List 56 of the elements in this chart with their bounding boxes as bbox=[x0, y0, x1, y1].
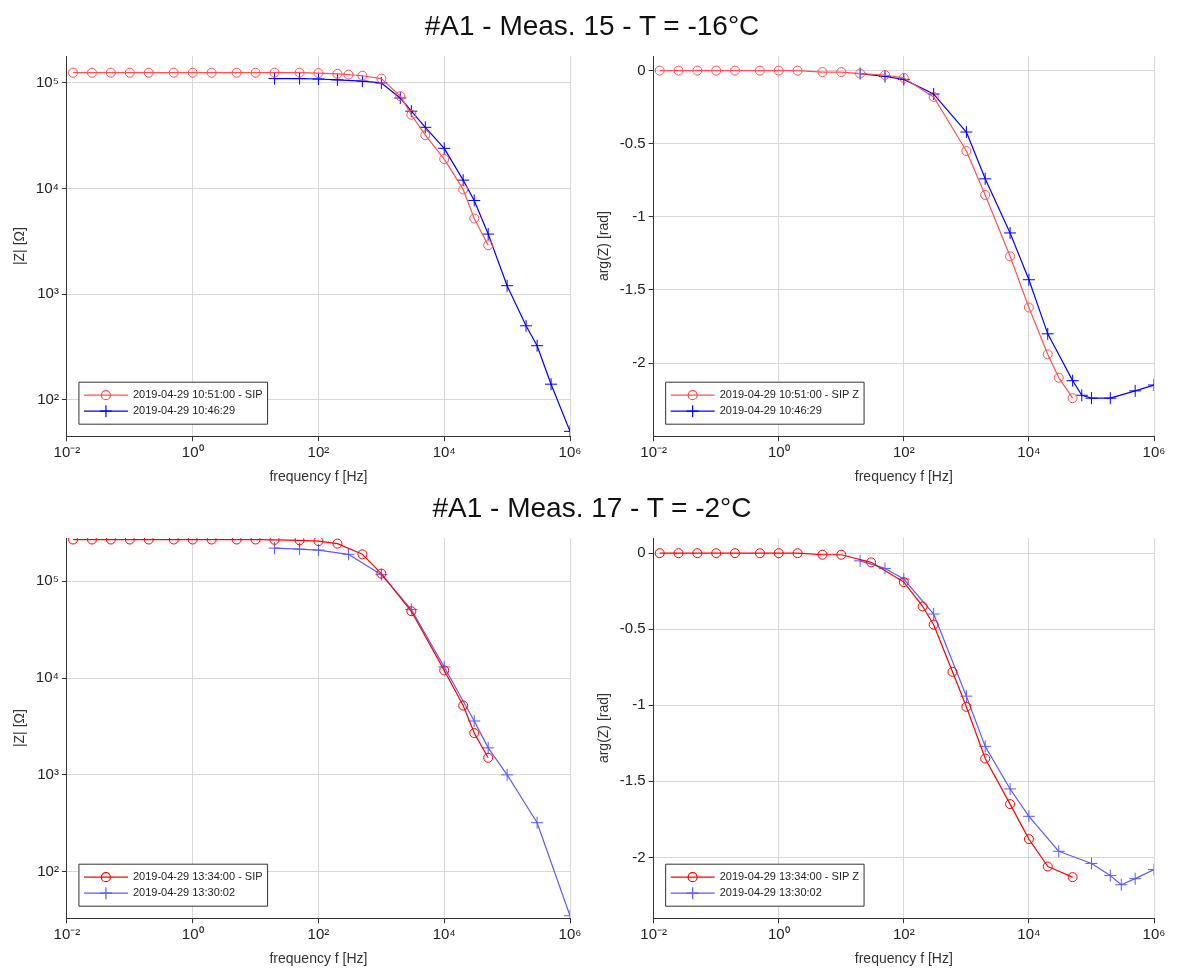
y-tick-label: 10⁴ bbox=[35, 178, 59, 196]
y-axis-title: arg(Z) [rad] bbox=[595, 211, 612, 282]
x-tick-label: 10⁴ bbox=[1017, 443, 1041, 461]
x-tick-label: 10² bbox=[892, 443, 915, 461]
x-tick-label: 10² bbox=[307, 925, 330, 943]
x-tick-label: 10⁰ bbox=[767, 443, 790, 461]
x-axis-title: frequency f [Hz] bbox=[854, 950, 953, 967]
x-tick-label: 10⁰ bbox=[181, 443, 204, 461]
x-tick-label: 10⁴ bbox=[1017, 925, 1041, 943]
y-tick-label: -2 bbox=[632, 847, 646, 865]
x-tick-label: 10⁻² bbox=[640, 443, 667, 461]
y-axis-title: |Z| [Ω] bbox=[11, 709, 28, 748]
y-tick-label: -0.5 bbox=[619, 619, 646, 637]
y-tick-label: 10³ bbox=[37, 284, 59, 302]
y-tick-label: 10² bbox=[37, 389, 59, 407]
y-tick-label: 10⁵ bbox=[36, 571, 59, 589]
x-tick-label: 10⁴ bbox=[432, 443, 456, 461]
x-tick-label: 10⁶ bbox=[558, 443, 582, 461]
y-tick-label: -0.5 bbox=[619, 133, 646, 151]
y-tick-label: 10³ bbox=[37, 764, 59, 782]
y-tick-label: 10⁵ bbox=[36, 73, 59, 91]
chart-title: #A1 - Meas. 15 - T = -16°C bbox=[423, 9, 761, 43]
x-tick-label: 10² bbox=[892, 925, 915, 943]
legend-label: 2019-04-29 13:30:02 bbox=[132, 886, 236, 899]
x-axis-title: frequency f [Hz] bbox=[269, 468, 368, 485]
y-tick-label: -1.5 bbox=[619, 771, 646, 789]
legend-label: 2019-04-29 13:30:02 bbox=[719, 886, 822, 899]
chart-title: #A1 - Meas. 17 - T = -2°C bbox=[431, 491, 753, 525]
y-tick-label: -2 bbox=[632, 353, 646, 371]
y-tick-label: 0 bbox=[637, 60, 646, 78]
x-tick-label: 10⁻² bbox=[53, 443, 81, 461]
x-tick-label: 10⁰ bbox=[181, 925, 204, 943]
x-tick-label: 10⁰ bbox=[767, 925, 790, 943]
legend-label: 2019-04-29 13:34:00 - SIP Z bbox=[719, 870, 860, 883]
legend-label: 2019-04-29 10:51:00 - SIP bbox=[132, 388, 263, 401]
legend-label: 2019-04-29 10:46:29 bbox=[719, 404, 822, 417]
legend-label: 2019-04-29 10:46:29 bbox=[132, 404, 236, 417]
y-axis-title: |Z| [Ω] bbox=[11, 227, 28, 266]
x-tick-label: 10² bbox=[307, 443, 330, 461]
y-tick-label: 0 bbox=[637, 543, 646, 561]
y-tick-label: -1 bbox=[632, 695, 646, 713]
y-tick-label: -1 bbox=[632, 206, 646, 224]
x-tick-label: 10⁶ bbox=[1142, 443, 1166, 461]
x-axis-title: frequency f [Hz] bbox=[269, 950, 368, 967]
legend-label: 2019-04-29 13:34:00 - SIP bbox=[132, 870, 263, 883]
y-tick-label: -1.5 bbox=[619, 280, 646, 298]
y-tick-label: 10⁴ bbox=[35, 668, 59, 686]
x-tick-label: 10⁴ bbox=[432, 925, 456, 943]
x-tick-label: 10⁻² bbox=[640, 925, 667, 943]
legend-label: 2019-04-29 10:51:00 - SIP Z bbox=[719, 388, 860, 401]
x-axis-title: frequency f [Hz] bbox=[854, 468, 953, 485]
y-tick-label: 10² bbox=[37, 861, 59, 879]
x-tick-label: 10⁻² bbox=[53, 925, 81, 943]
x-tick-label: 10⁶ bbox=[1142, 925, 1166, 943]
y-axis-title: arg(Z) [rad] bbox=[595, 693, 612, 764]
x-tick-label: 10⁶ bbox=[558, 925, 582, 943]
